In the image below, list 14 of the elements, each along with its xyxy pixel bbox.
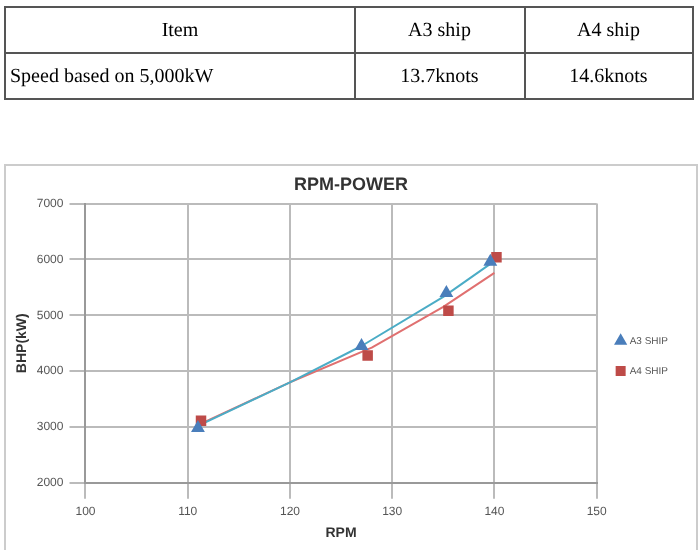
point [191, 421, 205, 433]
text: Item [5, 7, 355, 53]
text: 14.6knots [524, 53, 693, 99]
chart-title: RPM-POWER [294, 173, 409, 194]
point [440, 285, 453, 297]
text: A3 ship [355, 7, 524, 53]
point [484, 254, 497, 266]
point [355, 338, 368, 350]
text: Speed based on 5,000kW [5, 53, 355, 99]
text: 13.7knots [355, 53, 524, 99]
point [491, 251, 502, 263]
point [443, 305, 454, 317]
text: A4 ship [524, 7, 693, 53]
point [362, 350, 373, 361]
